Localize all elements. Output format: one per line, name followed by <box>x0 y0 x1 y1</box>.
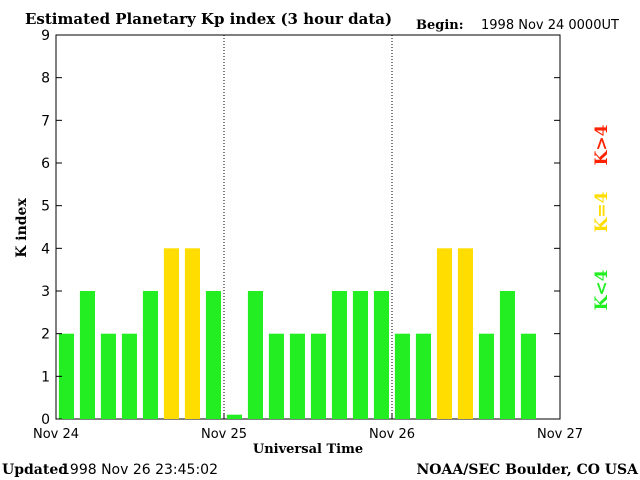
begin-label: Begin: <box>416 18 464 33</box>
kp-bar <box>352 291 368 419</box>
kp-bar <box>58 333 74 419</box>
y-axis-label: K index <box>14 198 30 258</box>
plot-frame <box>55 34 561 420</box>
y-tick-label: 3 <box>41 284 50 300</box>
y-tick-label: 4 <box>41 241 50 257</box>
kp-bar <box>520 333 536 419</box>
kp-bar <box>100 333 116 419</box>
y-tick-label: 8 <box>41 71 50 87</box>
kp-bar <box>205 291 221 419</box>
kp-bar <box>394 333 410 419</box>
legend: K<4 K=4 K>4 <box>592 124 612 310</box>
y-tick-label: 5 <box>41 199 50 215</box>
begin-value: 1998 Nov 24 0000UT <box>481 18 619 33</box>
legend-entry: K=4 <box>592 191 612 232</box>
x-tick-label: Nov 26 <box>369 427 415 442</box>
kp-bar <box>226 414 242 419</box>
kp-bar <box>478 333 494 419</box>
kp-bar <box>163 248 179 419</box>
x-axis-label: Universal Time <box>253 442 363 457</box>
y-tick-label: 7 <box>41 113 50 129</box>
kp-bar <box>373 291 389 419</box>
kp-bar <box>121 333 137 419</box>
kp-bar <box>415 333 431 419</box>
kp-bar <box>331 291 347 419</box>
updated-value: 1998 Nov 26 23:45:02 <box>61 462 218 478</box>
y-tick-label: 9 <box>41 28 50 44</box>
y-tick-label: 0 <box>41 412 50 428</box>
legend-entry: K>4 <box>592 124 612 165</box>
kp-bar <box>142 291 158 419</box>
x-tick-label: Nov 27 <box>537 427 583 442</box>
kp-bar <box>289 333 305 419</box>
legend-entry: K<4 <box>592 269 612 310</box>
kp-bar <box>268 333 284 419</box>
kp-bar <box>79 291 95 419</box>
kp-bar <box>184 248 200 419</box>
x-tick-label: Nov 24 <box>33 427 79 442</box>
y-tick-label: 1 <box>41 369 50 385</box>
y-tick-label: 6 <box>41 156 50 172</box>
updated-label: Updated <box>2 462 68 478</box>
chart-title: Estimated Planetary Kp index (3 hour dat… <box>25 10 392 28</box>
kp-bar <box>499 291 515 419</box>
kp-bar <box>310 333 326 419</box>
credit-text: NOAA/SEC Boulder, CO USA <box>417 462 640 478</box>
x-tick-label: Nov 25 <box>201 427 247 442</box>
kp-bar <box>457 248 473 419</box>
y-tick-label: 2 <box>41 327 50 343</box>
kp-bar <box>247 291 263 419</box>
kp-bar <box>436 248 452 419</box>
